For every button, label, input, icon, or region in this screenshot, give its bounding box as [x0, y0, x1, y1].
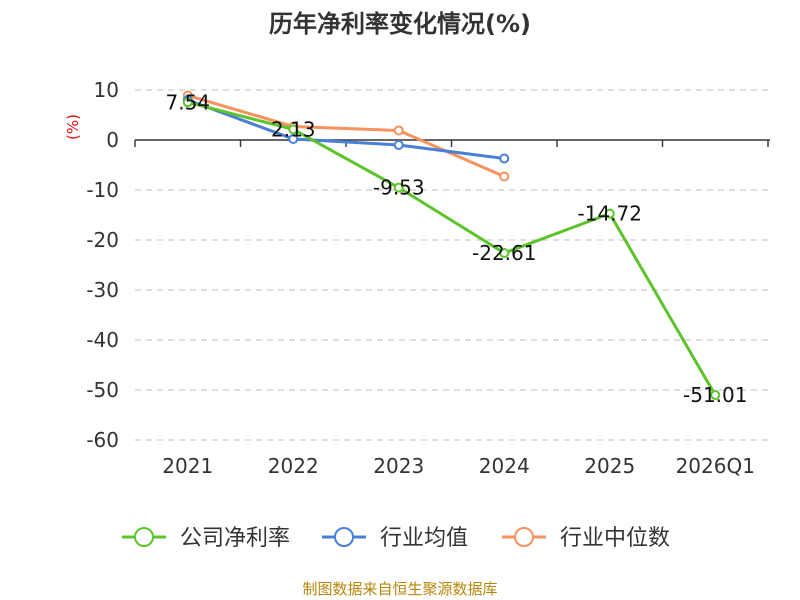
legend-label: 行业中位数 — [560, 526, 670, 551]
legend-item-0[interactable]: 公司净利率 — [122, 526, 290, 551]
data-point — [604, 208, 615, 219]
data-point — [499, 248, 510, 259]
data-point — [393, 140, 404, 150]
y-tick-label: -60 — [86, 428, 119, 452]
data-point — [710, 390, 721, 401]
x-tick-label: 2022 — [268, 454, 319, 478]
series-line-1 — [187, 98, 505, 160]
legend-item-2[interactable]: 行业中位数 — [502, 526, 670, 551]
legend-label: 行业均值 — [380, 526, 468, 551]
legend-marker — [514, 527, 534, 547]
data-point — [499, 171, 510, 182]
axes: 10 0 -10 -20 -30 -40 -50 -60 2021 2022 2023 2024 202… — [86, 78, 770, 478]
data-label: -51.01 — [683, 383, 747, 407]
data-label: -14.72 — [578, 202, 642, 226]
legend[interactable]: 公司净利率 行业均值 行业中位数 — [122, 526, 670, 551]
source-note: 制图数据来自恒生聚源数据库 — [302, 580, 497, 598]
legend-marker — [334, 527, 354, 547]
series-line-2 — [187, 94, 505, 178]
series-lines — [182, 90, 721, 401]
data-point — [182, 97, 193, 108]
y-tick-label: -10 — [86, 178, 119, 202]
y-tick-label: 10 — [94, 78, 119, 102]
x-tick-label: 2024 — [479, 454, 530, 478]
data-label: 2.13 — [271, 117, 316, 141]
chart-title: 历年净利率变化情况(%) — [269, 10, 531, 38]
data-point — [288, 134, 299, 144]
y-axis-unit: (%) — [64, 114, 82, 140]
x-tick-label: 2025 — [584, 454, 635, 478]
legend-item-1[interactable]: 行业均值 — [322, 526, 468, 551]
y-tick-label: -30 — [86, 278, 119, 302]
y-tick-label: -40 — [86, 328, 119, 352]
x-tick-label: 2023 — [373, 454, 424, 478]
data-point — [499, 153, 510, 164]
y-tick-label: 0 — [106, 128, 119, 152]
legend-label: 公司净利率 — [180, 526, 290, 551]
x-tick-label: 2026Q1 — [676, 454, 755, 478]
data-point — [393, 125, 404, 136]
x-tick-label: 2021 — [162, 454, 213, 478]
legend-marker — [134, 527, 154, 547]
data-point — [288, 124, 299, 135]
data-labels: 7.54 2.13 -9.53 -22.61 -14.72 -51.01 — [165, 90, 747, 407]
y-tick-label: -20 — [86, 228, 119, 252]
y-tick-label: -50 — [86, 378, 119, 402]
data-label: -22.61 — [472, 241, 536, 265]
series-line-0 — [187, 100, 717, 396]
data-label: 7.54 — [165, 90, 210, 114]
data-label: -9.53 — [373, 176, 425, 200]
data-point — [393, 182, 404, 193]
